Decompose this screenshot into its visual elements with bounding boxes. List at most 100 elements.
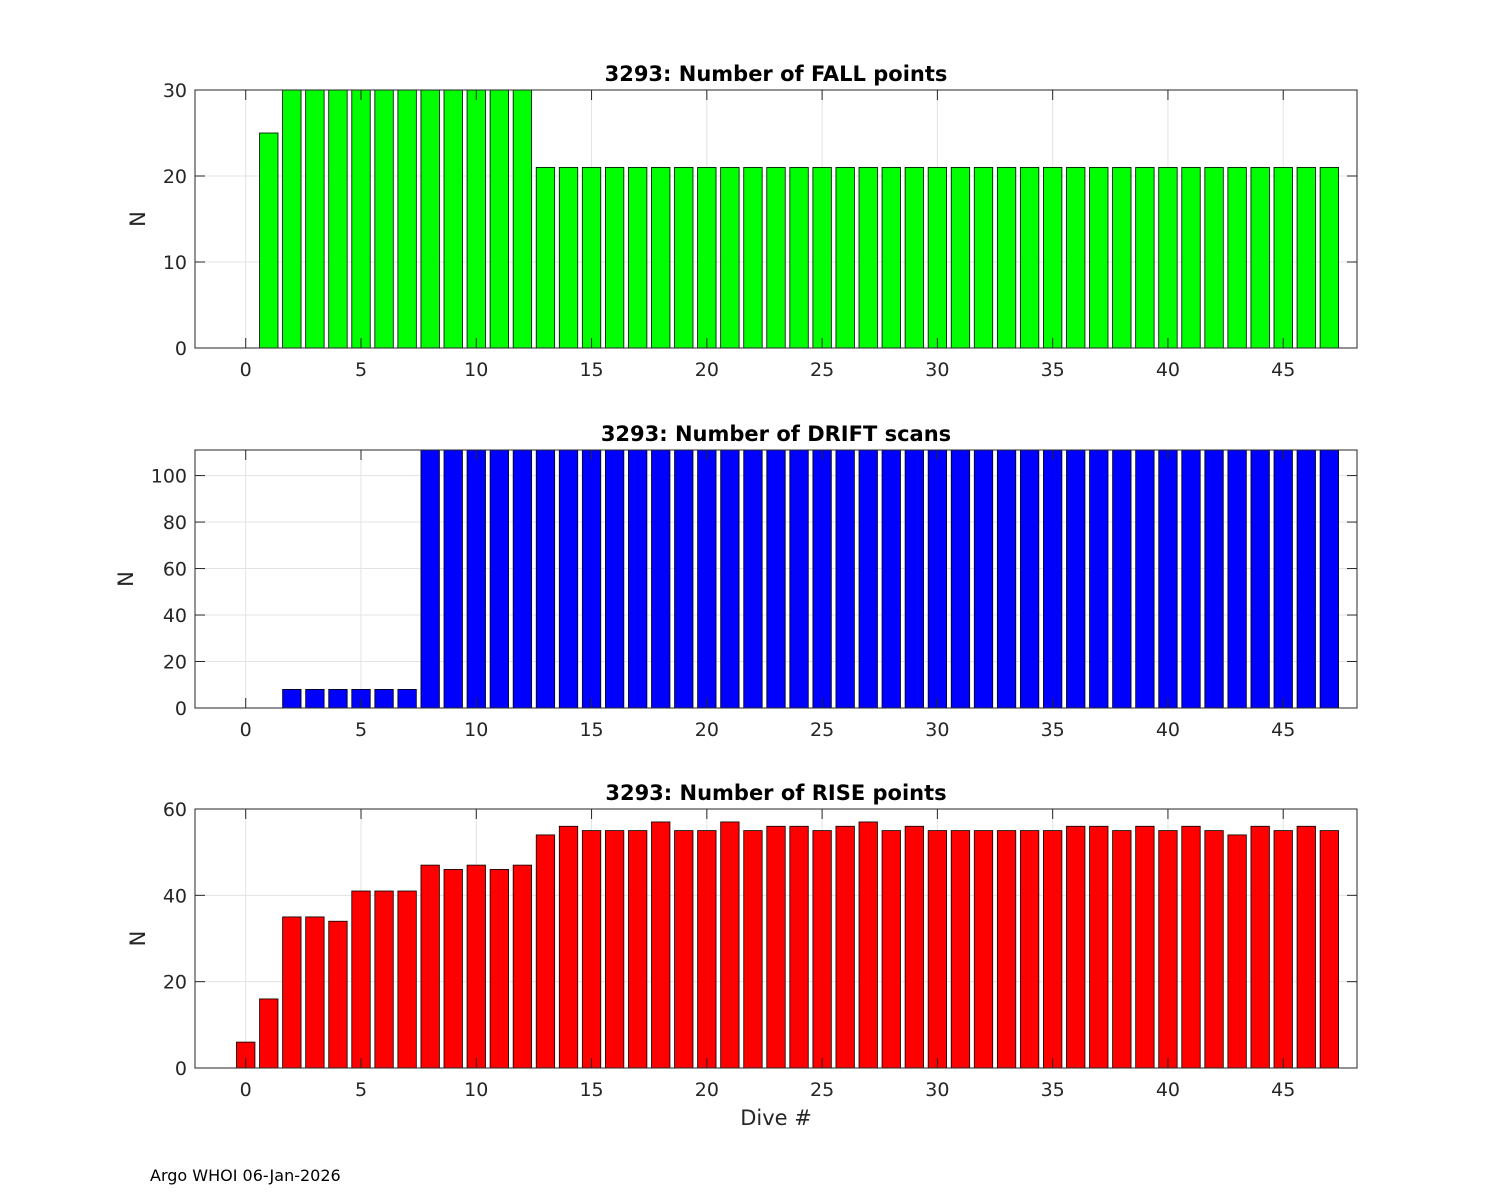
x-tick-label: 35 [1041, 719, 1065, 741]
bar [858, 450, 878, 708]
bar [443, 90, 463, 348]
bar [812, 166, 832, 348]
bar [489, 869, 509, 1068]
bar [1089, 825, 1109, 1068]
bar [374, 689, 394, 708]
bar [351, 890, 371, 1068]
x-tick-label: 30 [925, 1079, 949, 1101]
x-tick-label: 5 [355, 1079, 367, 1101]
bar [604, 830, 625, 1068]
x-tick-label: 45 [1271, 719, 1295, 741]
footer-credit: Argo WHOI 06-Jan-2026 [150, 1166, 341, 1185]
x-tick-label: 35 [1041, 1079, 1065, 1101]
bar [743, 450, 763, 708]
bar [1273, 450, 1293, 708]
bar [1112, 166, 1132, 348]
chart-title: 3293: Number of DRIFT scans [601, 422, 951, 446]
bar [1181, 450, 1201, 708]
bar [1273, 166, 1293, 348]
bar [1019, 450, 1040, 708]
y-axis-label: N [114, 571, 138, 587]
bar [697, 166, 717, 348]
bar [1135, 450, 1155, 708]
bar [628, 166, 648, 348]
bar [1204, 166, 1224, 348]
bar [1204, 450, 1224, 708]
bar [397, 890, 417, 1068]
bar [1250, 825, 1270, 1068]
bar [512, 450, 533, 708]
bar [858, 166, 878, 348]
bar [720, 166, 740, 348]
bar [305, 916, 325, 1068]
x-tick-label: 20 [695, 719, 719, 741]
bar [397, 689, 417, 708]
bar [927, 450, 948, 708]
x-tick-label: 25 [810, 719, 834, 741]
chart-1: 0 5 10 15 20 25 30 35 40 45 0 10 20 30 3293: Number of… [126, 62, 1358, 381]
chart-title: 3293: Number of FALL points [605, 62, 948, 86]
x-tick-label: 25 [810, 359, 834, 381]
bars [213, 450, 1339, 708]
y-axis-label: N [126, 931, 150, 947]
bar [420, 450, 440, 708]
bar [443, 869, 463, 1068]
bar [950, 830, 971, 1068]
bar [628, 830, 648, 1068]
x-tick-label: 10 [464, 719, 488, 741]
bar [835, 450, 855, 708]
y-tick-label: 20 [163, 972, 187, 994]
bar [766, 450, 786, 708]
bar [904, 166, 924, 348]
bar [766, 825, 786, 1068]
bar [950, 450, 971, 708]
bar [996, 450, 1017, 708]
x-tick-label: 10 [464, 359, 488, 381]
x-tick-label: 35 [1041, 359, 1065, 381]
x-tick-label: 0 [240, 1079, 252, 1101]
bar [1319, 450, 1339, 708]
y-tick-label: 30 [163, 80, 187, 102]
bar [973, 830, 994, 1068]
bar [512, 864, 533, 1068]
bar [305, 689, 325, 708]
bar [996, 166, 1017, 348]
y-tick-label: 40 [163, 605, 187, 627]
bar [1204, 830, 1224, 1068]
bar [1089, 450, 1109, 708]
y-tick-label: 20 [163, 652, 187, 674]
bar [651, 821, 671, 1068]
x-tick-label: 40 [1156, 359, 1180, 381]
bars [236, 821, 1339, 1068]
bar [604, 450, 625, 708]
bar [1135, 825, 1155, 1068]
chart-title: 3293: Number of RISE points [605, 781, 946, 805]
y-axis-label: N [126, 211, 150, 227]
bar [973, 166, 994, 348]
bar [766, 166, 786, 348]
bar [489, 90, 509, 348]
bar [1227, 166, 1247, 348]
x-tick-label: 25 [810, 1079, 834, 1101]
bar [789, 166, 809, 348]
bar [904, 825, 924, 1068]
bar [443, 450, 463, 708]
bar [558, 825, 579, 1068]
bar [904, 450, 924, 708]
bar [328, 689, 348, 708]
bar [720, 450, 740, 708]
bar [1158, 166, 1178, 348]
bar [604, 166, 625, 348]
axes-box [194, 808, 1358, 1069]
bar [328, 90, 348, 348]
bar [1273, 830, 1293, 1068]
bar [720, 821, 740, 1068]
bar [305, 90, 325, 348]
chart-2: 0 5 10 15 20 25 30 35 40 45 0 20 40 60 80 100 3293: Numb… [114, 422, 1358, 741]
bar [581, 166, 602, 348]
bar [1019, 166, 1040, 348]
bar [927, 166, 948, 348]
bar [973, 450, 994, 708]
bar [835, 825, 855, 1068]
